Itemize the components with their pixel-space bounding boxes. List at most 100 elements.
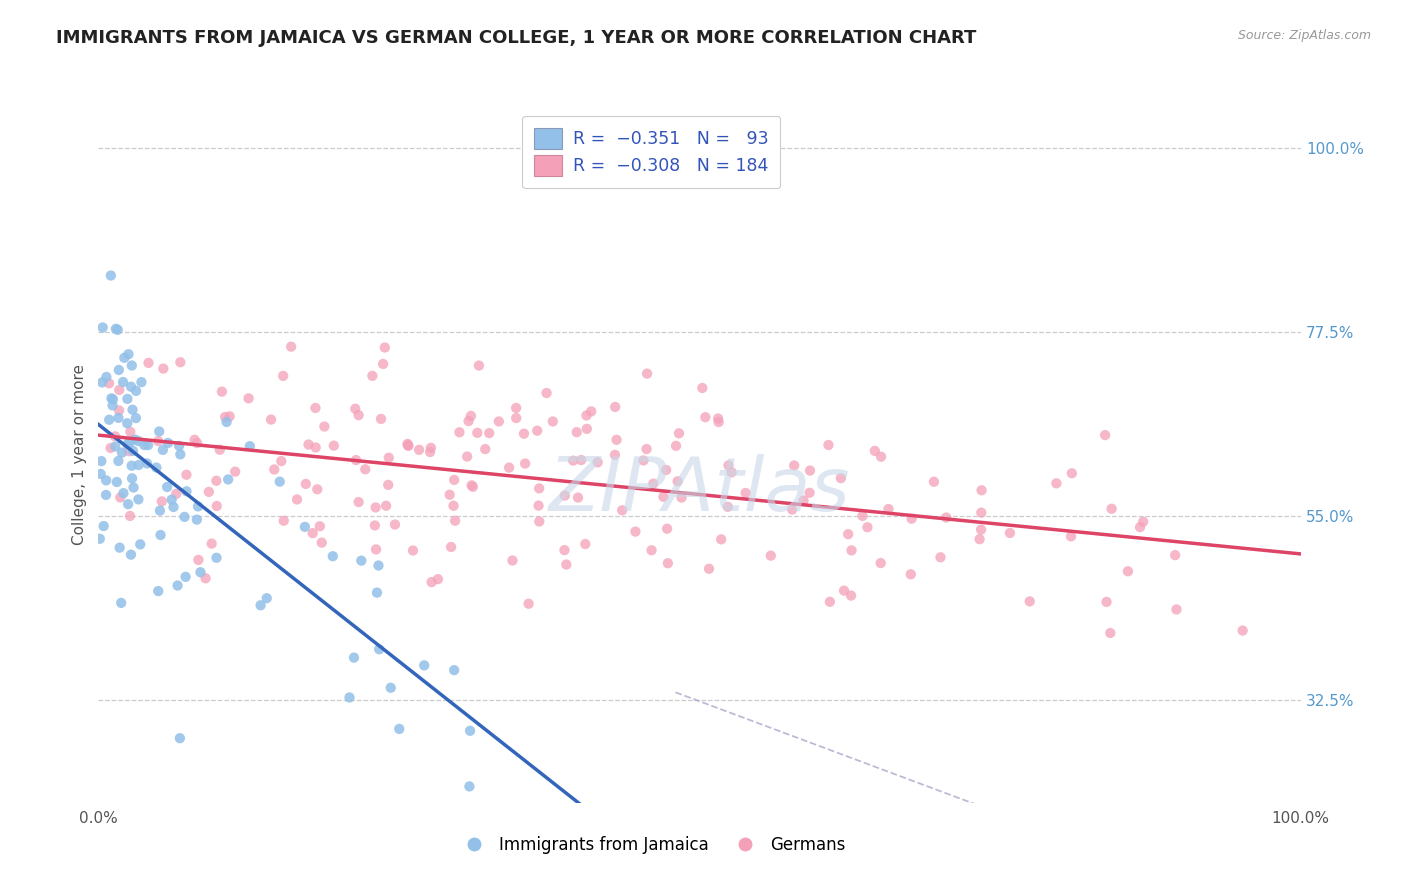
Point	[120, 548, 142, 562]
Point	[96, 370, 118, 384]
Point	[90, 467, 112, 481]
Text: IMMIGRANTS FROM JAMAICA VS GERMAN COLLEGE, 1 YEAR OR MORE CORRELATION CHART: IMMIGRANTS FROM JAMAICA VS GERMAN COLLEG…	[56, 29, 977, 46]
Point	[443, 499, 465, 513]
Point	[364, 500, 387, 515]
Point	[515, 457, 537, 471]
Point	[314, 419, 336, 434]
Point	[91, 320, 114, 334]
Point	[378, 450, 401, 465]
Point	[636, 442, 658, 456]
Point	[208, 442, 231, 457]
Point	[710, 533, 733, 547]
Point	[666, 475, 689, 489]
Point	[426, 572, 449, 586]
Point	[89, 532, 111, 546]
Point	[112, 351, 135, 365]
Point	[94, 488, 117, 502]
Point	[384, 517, 406, 532]
Point	[107, 410, 129, 425]
Point	[780, 502, 803, 516]
Point	[567, 491, 589, 505]
Point	[420, 575, 443, 590]
Point	[108, 541, 131, 555]
Point	[176, 467, 198, 482]
Point	[146, 434, 169, 448]
Point	[343, 650, 366, 665]
Point	[115, 417, 138, 431]
Point	[830, 471, 852, 485]
Point	[169, 731, 191, 746]
Point	[474, 442, 496, 456]
Point	[117, 392, 139, 406]
Point	[156, 436, 179, 450]
Point	[863, 443, 886, 458]
Point	[145, 460, 167, 475]
Point	[1132, 515, 1154, 529]
Point	[128, 434, 150, 449]
Point	[90, 454, 112, 468]
Point	[1095, 595, 1118, 609]
Point	[294, 520, 316, 534]
Point	[612, 503, 634, 517]
Point	[402, 543, 425, 558]
Point	[107, 323, 129, 337]
Point	[128, 458, 150, 472]
Point	[1164, 548, 1187, 562]
Point	[169, 355, 191, 369]
Point	[117, 437, 139, 451]
Point	[1094, 428, 1116, 442]
Point	[396, 438, 419, 452]
Point	[110, 596, 132, 610]
Point	[1099, 626, 1122, 640]
Point	[562, 453, 585, 467]
Point	[922, 475, 945, 489]
Point	[187, 500, 209, 514]
Point	[799, 464, 821, 478]
Point	[165, 487, 187, 501]
Point	[249, 599, 271, 613]
Point	[167, 439, 190, 453]
Point	[457, 414, 479, 428]
Point	[112, 375, 135, 389]
Point	[285, 492, 308, 507]
Point	[396, 437, 419, 451]
Point	[124, 433, 146, 447]
Point	[458, 723, 481, 738]
Point	[339, 690, 361, 705]
Point	[579, 404, 602, 418]
Point	[505, 411, 527, 425]
Point	[93, 519, 115, 533]
Point	[311, 535, 333, 549]
Point	[322, 549, 344, 564]
Point	[100, 441, 122, 455]
Point	[98, 413, 121, 427]
Point	[586, 455, 609, 469]
Point	[307, 483, 329, 497]
Point	[374, 341, 396, 355]
Point	[149, 528, 172, 542]
Point	[565, 425, 588, 440]
Point	[129, 537, 152, 551]
Point	[398, 439, 420, 453]
Text: ZIPAtlas: ZIPAtlas	[548, 454, 851, 525]
Point	[692, 381, 714, 395]
Point	[513, 426, 536, 441]
Point	[440, 540, 463, 554]
Point	[633, 453, 655, 467]
Point	[205, 499, 228, 513]
Point	[370, 412, 392, 426]
Point	[125, 384, 148, 398]
Point	[501, 553, 523, 567]
Point	[117, 497, 139, 511]
Point	[970, 523, 993, 537]
Point	[419, 445, 441, 459]
Point	[152, 442, 174, 457]
Point	[98, 376, 121, 391]
Point	[121, 458, 143, 473]
Point	[169, 447, 191, 461]
Point	[624, 524, 647, 539]
Point	[935, 510, 957, 524]
Point	[108, 363, 131, 377]
Point	[969, 532, 991, 546]
Point	[900, 567, 922, 582]
